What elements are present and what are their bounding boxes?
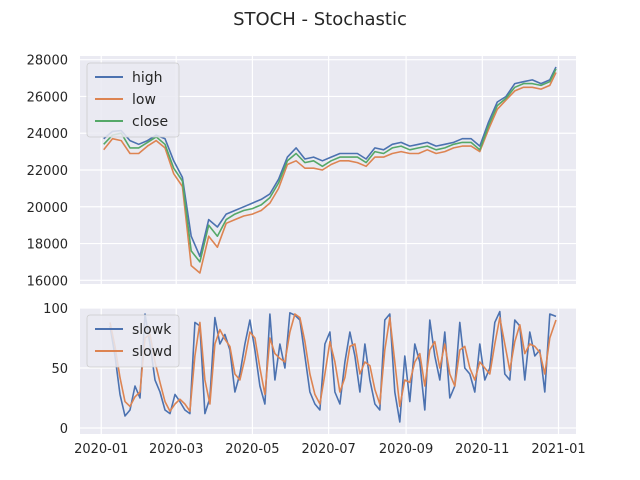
x-tick-label: 2020-03: [149, 442, 203, 457]
y-tick-label: 22000: [27, 164, 68, 179]
price-lines: [103, 66, 557, 274]
x-tick-label: 2020-09: [379, 442, 433, 457]
price-y-tick-labels: 16000 18000 20000 22000 24000 26000 28000: [27, 54, 68, 290]
price-legend: high low close: [86, 62, 180, 138]
legend-label-slowd: slowd: [132, 344, 172, 360]
y-tick-label: 26000: [27, 90, 68, 105]
series-line-low: [103, 72, 557, 274]
y-tick-label: 20000: [27, 201, 68, 216]
y-tick-label: 0: [60, 422, 68, 437]
legend-box: [86, 62, 180, 138]
x-tick-label: 2020-05: [225, 442, 279, 457]
price-panel: 16000 18000 20000 22000 24000 26000 28000 high…: [27, 54, 576, 290]
legend-label-high: high: [132, 70, 163, 86]
stoch-legend: slowk slowd: [86, 314, 180, 368]
price-grid: [80, 56, 576, 284]
x-tick-label: 2021-01: [531, 442, 585, 457]
x-tick-labels: 2020-01 2020-03 2020-05 2020-07 2020-09 2020-…: [74, 442, 586, 457]
y-tick-label: 18000: [27, 238, 68, 253]
legend-label-slowk: slowk: [132, 322, 172, 338]
series-line-slowd: [109, 313, 557, 413]
series-line-close: [103, 68, 557, 263]
x-tick-label: 2020-07: [301, 442, 355, 457]
y-tick-label: 100: [43, 302, 68, 317]
legend-label-close: close: [132, 114, 168, 130]
stoch-lines: [109, 310, 557, 423]
y-tick-label: 50: [51, 362, 68, 377]
y-tick-label: 28000: [27, 54, 68, 69]
y-tick-label: 24000: [27, 127, 68, 142]
series-line-slowk: [109, 310, 557, 423]
legend-label-low: low: [132, 92, 156, 108]
x-tick-label: 2020-01: [74, 442, 128, 457]
figure-title: STOCH - Stochastic: [233, 9, 407, 30]
stoch-y-tick-labels: 0 50 100: [43, 302, 68, 437]
x-tick-label: 2020-11: [455, 442, 509, 457]
y-tick-label: 16000: [27, 274, 68, 289]
series-line-high: [103, 66, 557, 258]
